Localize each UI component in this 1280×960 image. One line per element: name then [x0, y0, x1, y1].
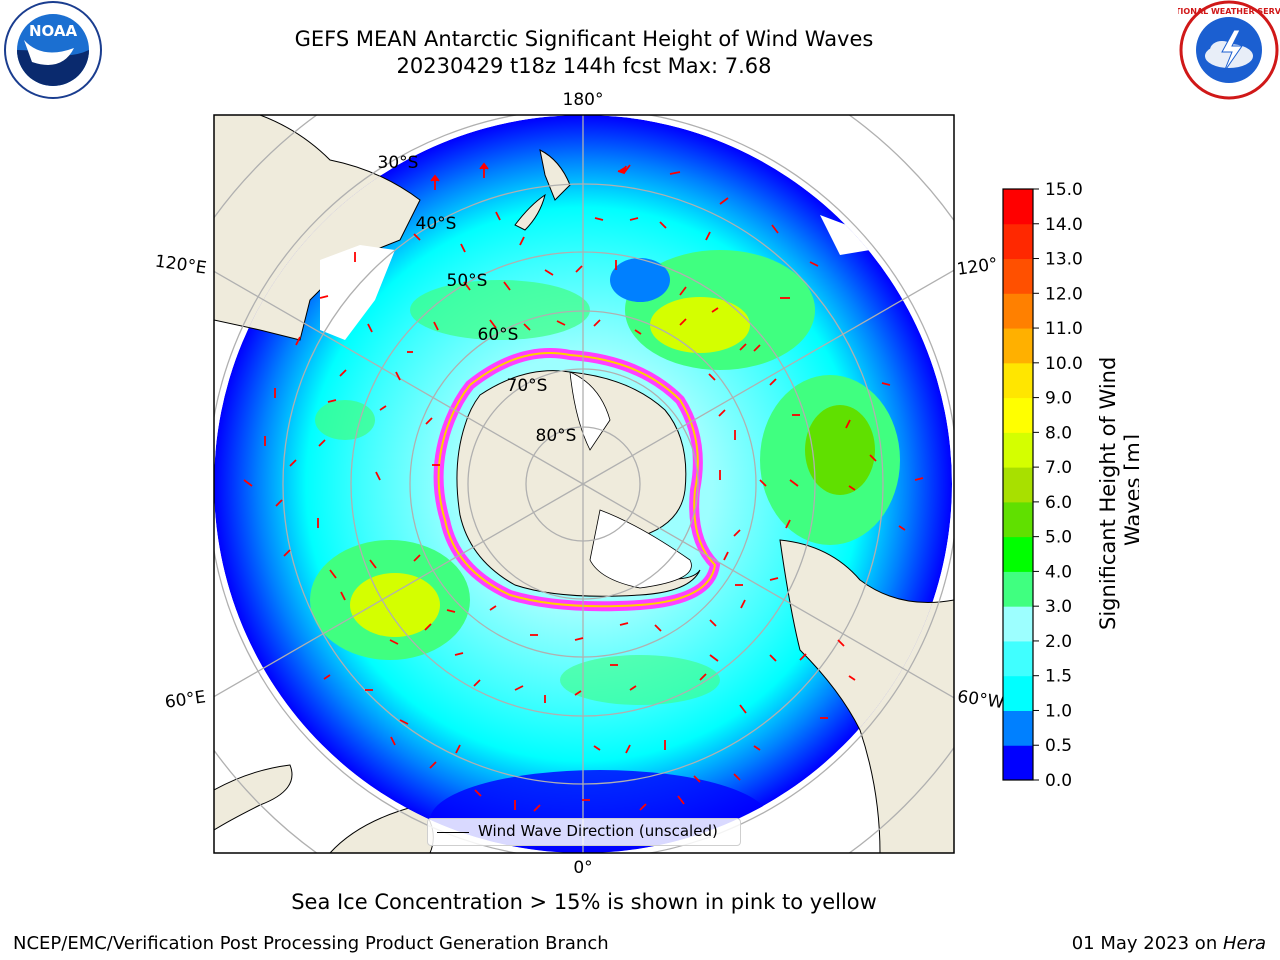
lat-label-50s: 50°S — [447, 271, 488, 291]
colorbar-swatch — [1003, 536, 1033, 572]
colorbar-tick-label: 0.0 — [1045, 771, 1072, 791]
colorbar-tick-label: 0.5 — [1045, 736, 1072, 756]
colorbar-swatch — [1003, 223, 1033, 260]
colorbar-tick-label: 11.0 — [1045, 319, 1083, 339]
lon-label-120w: 120° — [956, 254, 999, 280]
colorbar-tick-label: 1.5 — [1045, 667, 1072, 687]
colorbar-swatch — [1003, 397, 1033, 433]
noaa-logo-text: NOAA — [29, 22, 78, 40]
colorbar-tick-label: 14.0 — [1045, 215, 1083, 235]
legend-label: Wind Wave Direction (unscaled) — [478, 822, 718, 840]
colorbar-swatch — [1003, 293, 1033, 329]
colorbar-swatch — [1003, 745, 1033, 781]
lon-label-120e: 120°E — [154, 252, 208, 279]
footer-host: Hera — [1222, 933, 1266, 954]
colorbar-swatch — [1003, 501, 1033, 538]
map-legend: Wind Wave Direction (unscaled) — [427, 818, 741, 846]
footer-date: 01 May 2023 on Hera — [1072, 933, 1266, 954]
lat-label-70s: 70°S — [507, 376, 548, 396]
colorbar-tick-label: 4.0 — [1045, 562, 1072, 582]
colorbar-tick-label: 2.0 — [1045, 632, 1072, 652]
colorbar-title: Significant Height of Wind Waves [m] — [1099, 350, 1139, 630]
lon-label-0: 0° — [573, 858, 592, 878]
colorbar-tick-label: 12.0 — [1045, 284, 1083, 304]
colorbar: 0.0 0.5 1.0 1.5 2.0 3.0 4.0 5.0 6.0 7.0 8.0 9.0 10.0… — [1002, 180, 1083, 791]
colorbar-swatch — [1003, 189, 1033, 225]
plot-subtitle: 20230429 t18z 144h fcst Max: 7.68 — [396, 54, 772, 78]
map-frame — [213, 114, 955, 854]
nws-logo-icon: NATIONAL WEATHER SERVICE — [1178, 0, 1280, 100]
colorbar-frame — [1002, 188, 1034, 781]
lat-label-80s: 80°S — [536, 426, 577, 446]
sea-ice-edge — [433, 348, 721, 612]
colorbar-swatch — [1003, 328, 1033, 364]
svg-text:Significant Height of Wind: Significant Height of Wind Waves [m] — [1099, 350, 1139, 630]
colorbar-swatch — [1003, 258, 1033, 294]
wind-wave-arrows — [243, 162, 924, 812]
colorbar-swatch — [1003, 606, 1033, 642]
colorbar-tick-label: 6.0 — [1045, 493, 1072, 513]
lon-label-180: 180° — [563, 90, 604, 110]
lon-label-60e: 60°E — [164, 687, 207, 712]
colorbar-swatch — [1003, 571, 1033, 607]
sea-ice-note: Sea Ice Concentration > 15% is shown in … — [291, 890, 877, 914]
colorbar-tick-label: 3.0 — [1045, 597, 1072, 617]
lat-label-40s: 40°S — [416, 214, 457, 234]
colorbar-swatch — [1003, 467, 1033, 503]
colorbar-swatch — [1003, 432, 1033, 468]
colorbar-tick-label: 10.0 — [1045, 354, 1083, 374]
colorbar-tick-label: 9.0 — [1045, 389, 1072, 409]
colorbar-tick-label: 7.0 — [1045, 458, 1072, 478]
colorbar-tick-label: 15.0 — [1045, 180, 1083, 200]
footer-branch: NCEP/EMC/Verification Post Processing Pr… — [13, 933, 609, 954]
colorbar-swatch — [1003, 675, 1033, 711]
antarctica — [456, 370, 701, 597]
footer-date-text: 01 May 2023 on — [1071, 933, 1223, 954]
colorbar-tick-label: 8.0 — [1045, 423, 1072, 443]
legend-line-icon — [437, 832, 469, 833]
nws-logo-text: NATIONAL WEATHER SERVICE — [1178, 7, 1280, 16]
graticule — [214, 115, 954, 853]
colorbar-tick-label: 5.0 — [1045, 528, 1072, 548]
noaa-logo-icon: NOAA — [4, 1, 102, 99]
colorbar-tick-label: 13.0 — [1045, 250, 1083, 270]
lat-label-60s: 60°S — [478, 325, 519, 345]
plot-title: GEFS MEAN Antarctic Significant Height o… — [294, 27, 874, 51]
colorbar-swatch — [1003, 362, 1033, 399]
lat-label-30s: 30°S — [378, 153, 419, 173]
colorbar-tick-label: 1.0 — [1045, 701, 1072, 721]
colorbar-swatch — [1003, 710, 1033, 746]
new-zealand — [539, 149, 571, 201]
colorbar-swatch — [1003, 640, 1033, 677]
